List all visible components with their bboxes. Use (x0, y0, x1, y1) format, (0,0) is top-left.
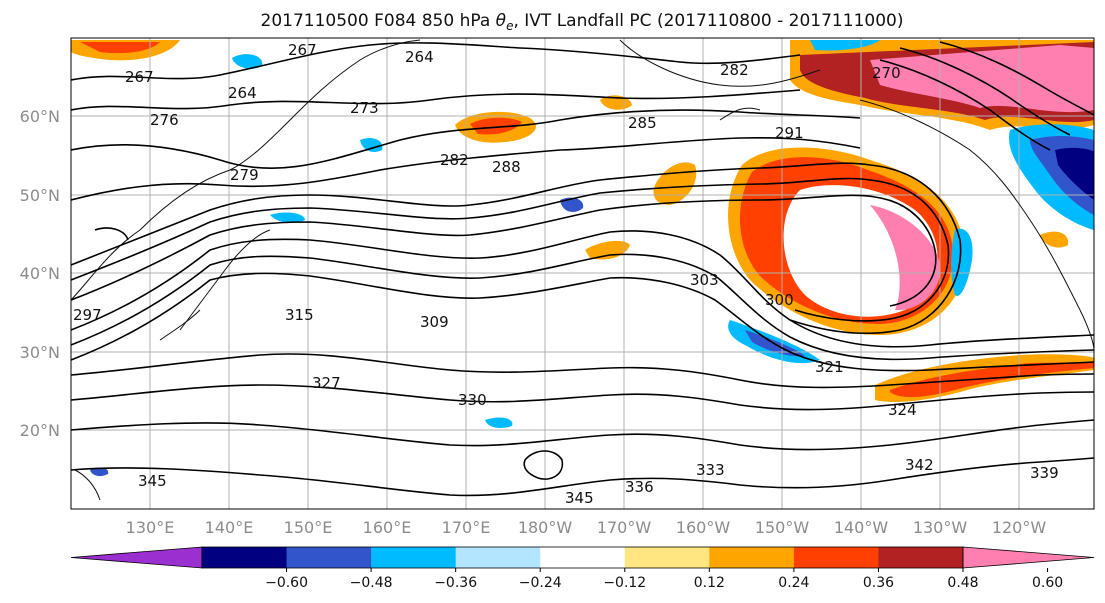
colorbar-tick-label: 0.12 (694, 575, 725, 591)
contour-label: 276 (150, 111, 179, 129)
latitude-labels: 60°N 50°N 40°N 30°N 20°N (20, 107, 60, 440)
contour-label: 264 (405, 48, 434, 66)
contour-label: 279 (230, 166, 259, 184)
colorbar-tick-label: −0.36 (434, 575, 477, 591)
colorbar-extend-min (70, 546, 203, 569)
contour-label: 300 (765, 291, 794, 309)
contour-label: 270 (872, 64, 901, 82)
contour-label: 333 (696, 461, 725, 479)
colorbar-tick-label: −0.12 (603, 575, 646, 591)
lon-label: 170°E (442, 518, 491, 537)
lat-label: 60°N (20, 107, 60, 126)
lat-label: 20°N (20, 421, 60, 440)
colorbar-segment (371, 547, 457, 568)
contour-label: 345 (565, 489, 594, 507)
colorbar-tick-label: 0.48 (947, 575, 978, 591)
contour-label: 297 (73, 306, 102, 324)
contour-label: 264 (228, 84, 257, 102)
lon-label: 140°W (834, 518, 889, 537)
lon-label: 150°W (755, 518, 810, 537)
contour-label: 288 (492, 158, 521, 176)
lat-label: 40°N (20, 264, 60, 283)
contour-label: 303 (690, 271, 719, 289)
contour-label: 291 (775, 124, 804, 142)
map-title: 2017110500 F084 850 hPa θe, IVT Landfall… (261, 11, 904, 33)
lon-label: 160°W (676, 518, 731, 537)
contour-label: 324 (888, 401, 917, 419)
lon-label: 120°W (992, 518, 1047, 537)
colorbar-segment (878, 547, 964, 568)
lon-label: 150°E (284, 518, 333, 537)
lon-label: 170°W (597, 518, 652, 537)
contour-label: 315 (285, 306, 314, 324)
contour-labels: 267 264 282 267 264 270 276 273 285 291 … (73, 41, 1059, 507)
theta-e-contours (71, 41, 1094, 497)
colorbar-tick-label: 0.36 (863, 575, 894, 591)
contour-label: 282 (440, 151, 469, 169)
colorbar-segment (202, 547, 288, 568)
map-frame (70, 37, 1095, 510)
contour-label: 327 (312, 374, 341, 392)
colorbar-segment (793, 547, 879, 568)
colorbar-tick-label: −0.48 (350, 575, 393, 591)
colorbar-tick-label: −0.24 (519, 575, 562, 591)
colorbar-tick-label: 0.60 (1032, 575, 1063, 591)
colorbar-segment (286, 547, 372, 568)
contour-label: 309 (420, 313, 449, 331)
colorbar-segment (624, 547, 710, 568)
lon-label: 140°E (205, 518, 254, 537)
colorbar-segment (540, 547, 626, 568)
contour-label: 345 (138, 472, 167, 490)
contour-label: 267 (125, 68, 154, 86)
lon-label: 160°E (363, 518, 412, 537)
colorbar-segment (709, 547, 795, 568)
longitude-labels: 130°E 140°E 150°E 160°E 170°E 180°W 170°… (126, 518, 1047, 537)
lon-label: 130°W (913, 518, 968, 537)
lat-label: 50°N (20, 186, 60, 205)
contour-label: 339 (1030, 464, 1059, 482)
colorbar-border (201, 546, 964, 569)
contour-label: 321 (815, 358, 844, 376)
colorbar-tick-label: −0.60 (265, 575, 308, 591)
contour-label: 285 (628, 114, 657, 132)
contour-label: 273 (350, 99, 379, 117)
contour-label: 330 (458, 391, 487, 409)
lon-label: 180°W (518, 518, 573, 537)
contour-label: 336 (625, 478, 654, 496)
lat-label: 30°N (20, 343, 60, 362)
colorbar-tick-label: 0.24 (778, 575, 809, 591)
contour-label: 267 (288, 41, 317, 59)
contour-label: 282 (720, 61, 749, 79)
colorbar-segment (455, 547, 541, 568)
coastlines (71, 39, 1094, 501)
map-panel: 267 264 282 267 264 270 276 273 285 291 … (71, 38, 1094, 509)
colorbar-extend-max (962, 546, 1095, 569)
colorbar: −0.60 −0.48 −0.36 −0.24 −0.12 0.12 0.24 0.36 0.4… (70, 546, 1095, 591)
contour-label: 342 (905, 456, 934, 474)
lon-label: 130°E (126, 518, 175, 537)
